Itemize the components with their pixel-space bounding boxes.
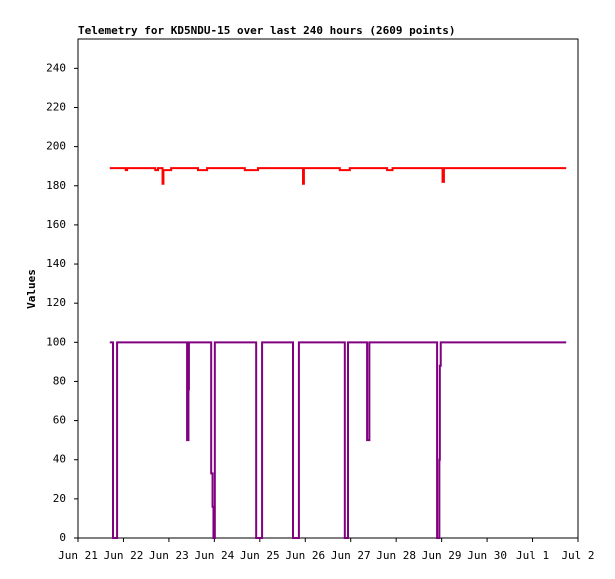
y-tick-label: 0 — [59, 531, 66, 544]
x-tick-label: Jul 2 — [561, 549, 594, 562]
y-tick-label: 120 — [46, 296, 66, 309]
y-tick-label: 220 — [46, 100, 66, 113]
y-tick-label: 40 — [53, 453, 66, 466]
x-tick-label: Jun 24 — [194, 549, 234, 562]
x-tick-label: Jun 21 — [58, 549, 98, 562]
y-tick-label: 180 — [46, 179, 66, 192]
series-line — [109, 167, 567, 185]
x-tick-label: Jun 27 — [331, 549, 371, 562]
x-tick-label: Jun 28 — [376, 549, 416, 562]
x-tick-label: Jun 26 — [285, 549, 325, 562]
x-tick-label: Jun 23 — [149, 549, 189, 562]
y-tick-label: 20 — [53, 492, 66, 505]
y-tick-label: 140 — [46, 257, 66, 270]
x-tick-label: Jul 1 — [516, 549, 549, 562]
y-axis-label: Values — [25, 269, 38, 309]
x-tick-label: Jun 25 — [240, 549, 280, 562]
plot-frame — [77, 38, 579, 539]
y-tick-label: 240 — [46, 61, 66, 74]
y-tick-label: 100 — [46, 335, 66, 348]
y-tick-label: 80 — [53, 374, 66, 387]
x-tick-label: Jun 29 — [422, 549, 462, 562]
x-tick-label: Jun 22 — [104, 549, 144, 562]
chart-title: Telemetry for KD5NDU-15 over last 240 ho… — [78, 24, 456, 37]
x-tick-label: Jun 30 — [467, 549, 507, 562]
y-tick-label: 160 — [46, 218, 66, 231]
series-line — [109, 341, 567, 539]
y-tick-label: 200 — [46, 140, 66, 153]
y-tick-label: 60 — [53, 414, 66, 427]
